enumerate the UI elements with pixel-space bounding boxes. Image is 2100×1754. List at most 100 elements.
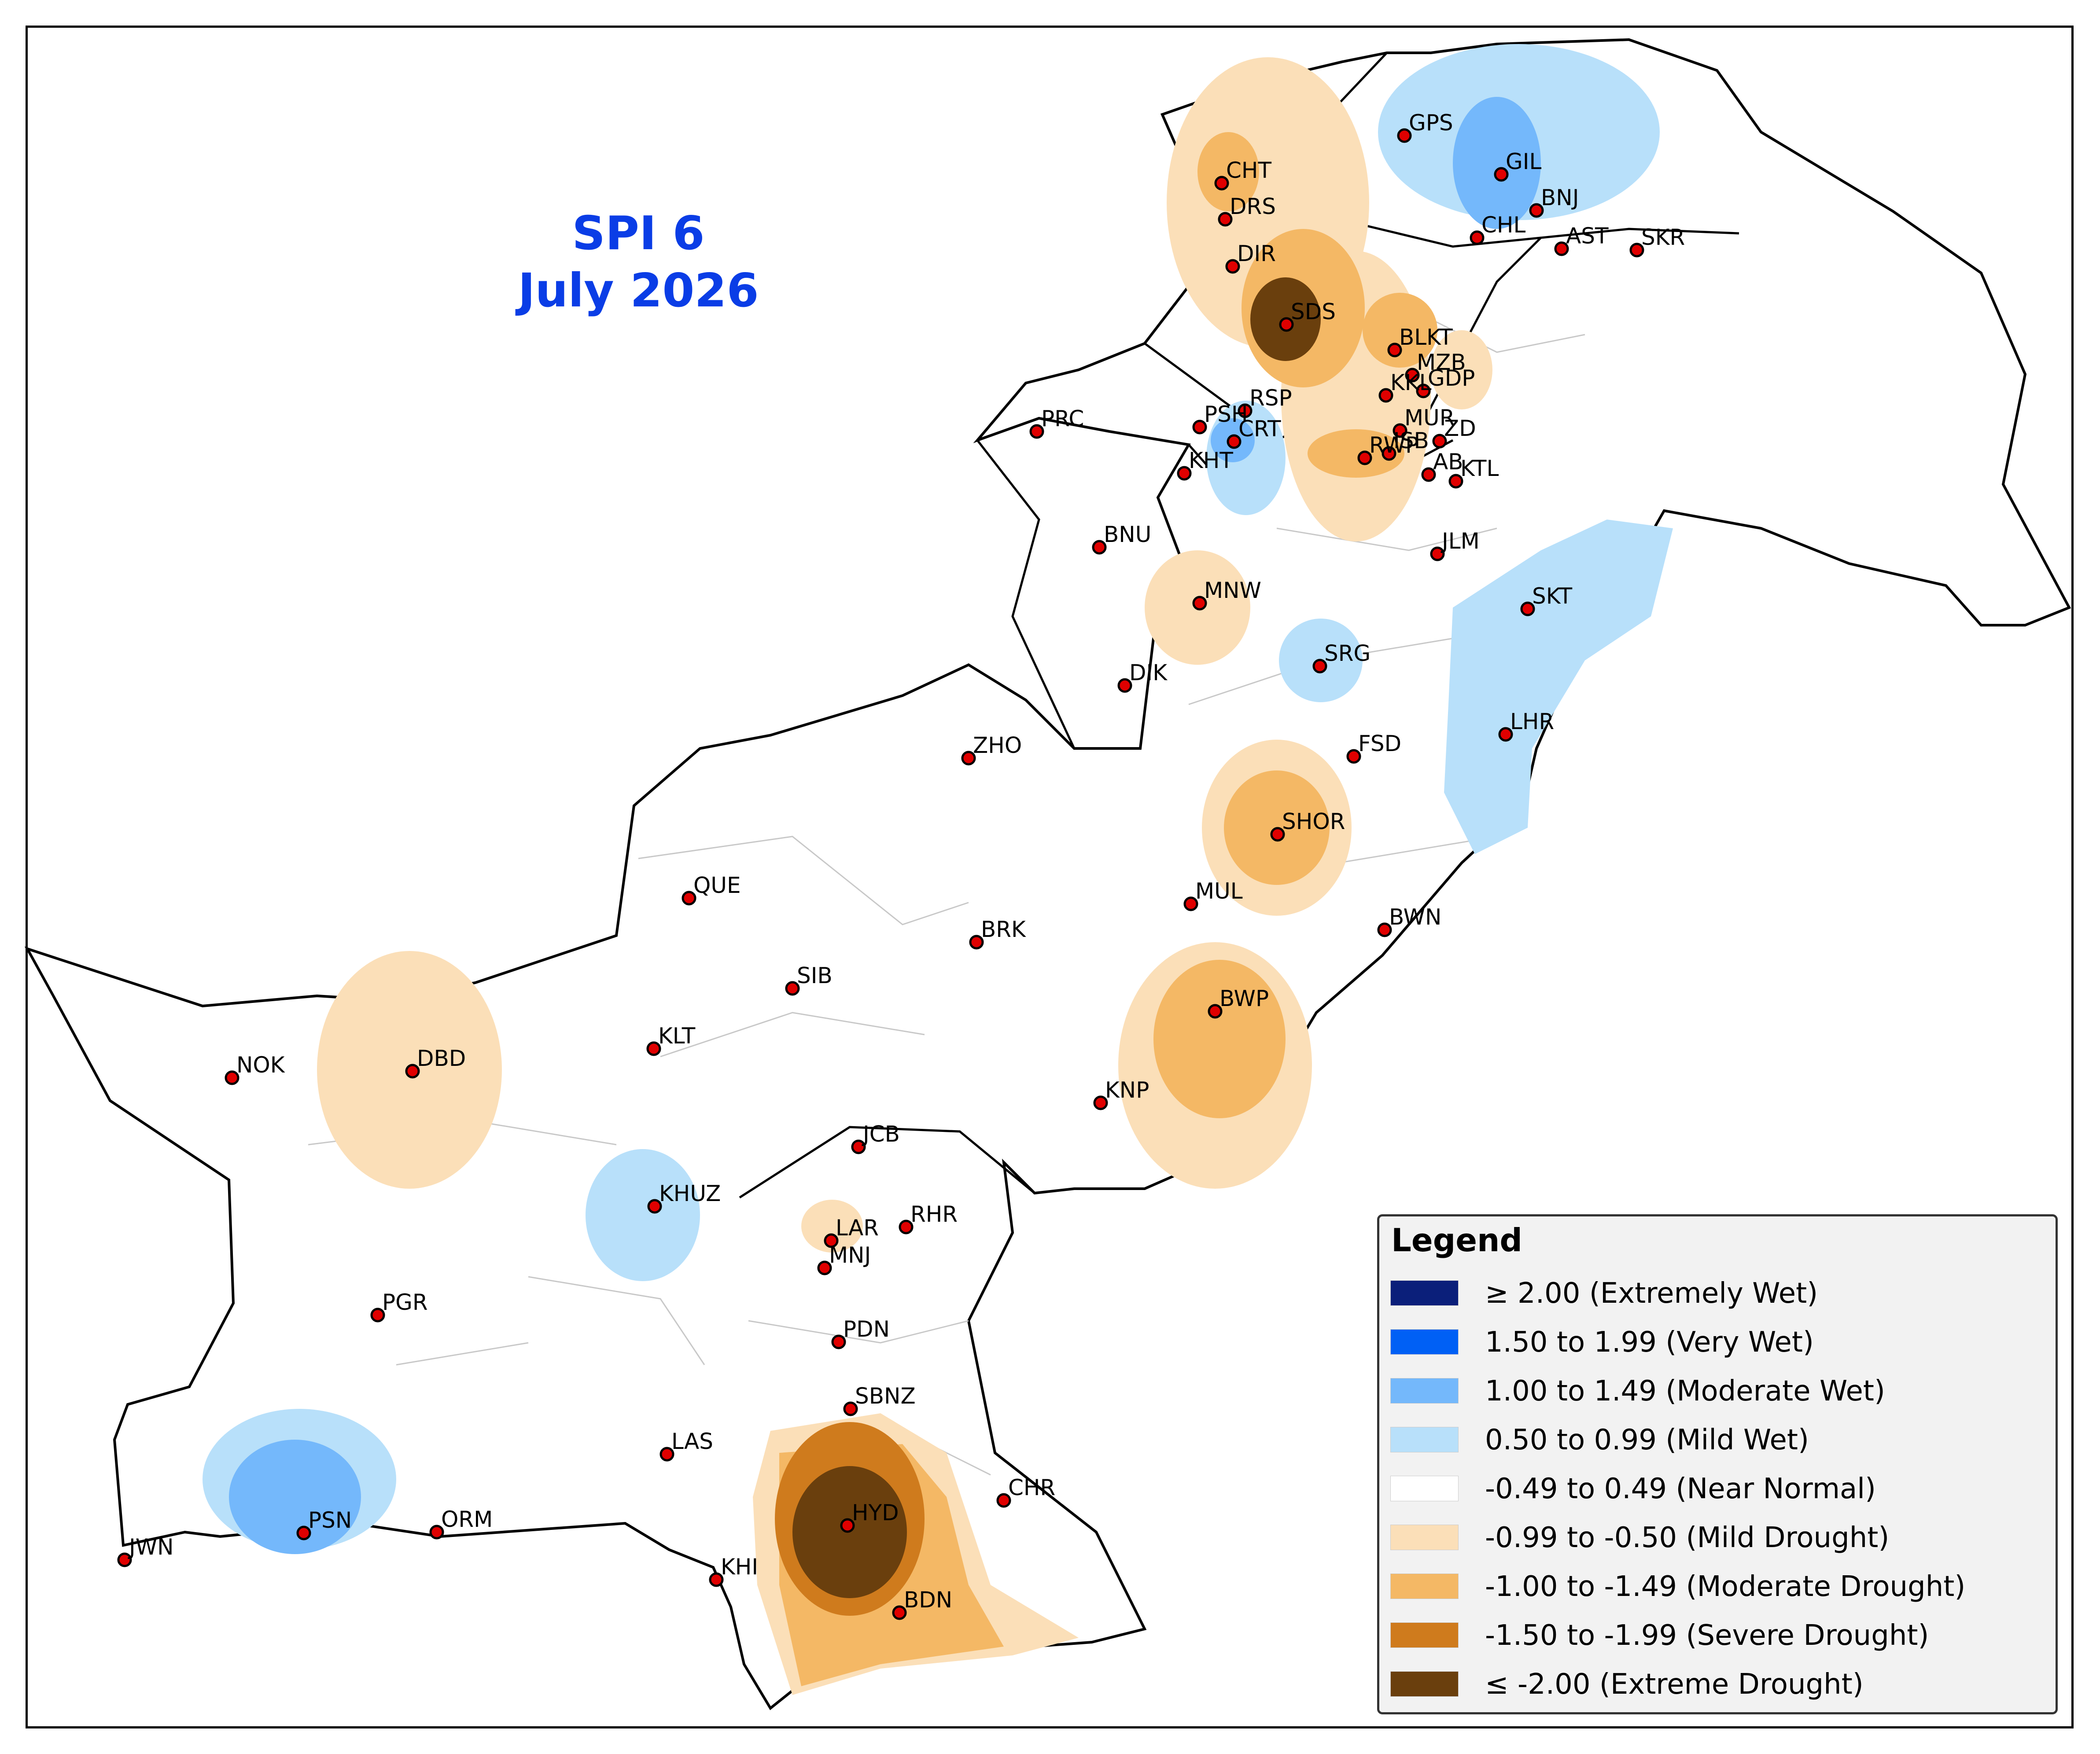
station-marker bbox=[1117, 678, 1132, 693]
station-orm: ORM bbox=[429, 1507, 493, 1540]
station-label: JLM bbox=[1441, 528, 1480, 554]
legend-item: ≥ 2.00 (Extremely Wet) bbox=[1390, 1276, 2051, 1311]
station-dik: DIK bbox=[1117, 660, 1168, 693]
zone-moderate-wet bbox=[1453, 97, 1541, 229]
station-gil: GIL bbox=[1494, 149, 1541, 182]
legend-title: Legend bbox=[1391, 1222, 1522, 1259]
station-khi: KHI bbox=[709, 1554, 758, 1587]
zone-mild-drought bbox=[1431, 330, 1492, 409]
station-marker bbox=[370, 1308, 385, 1323]
station-label: PSN bbox=[308, 1507, 352, 1533]
legend-label: 0.50 to 0.99 (Mild Wet) bbox=[1485, 1424, 1809, 1456]
station-marker bbox=[682, 891, 696, 906]
station-label: SIB bbox=[797, 963, 833, 988]
station-label: ISB bbox=[1393, 428, 1429, 453]
legend-item: -0.99 to -0.50 (Mild Drought) bbox=[1390, 1520, 2051, 1555]
legend-swatch bbox=[1390, 1476, 1459, 1501]
station-label: CHL bbox=[1481, 212, 1526, 238]
station-bnu: BNU bbox=[1092, 522, 1151, 555]
station-label: BWN bbox=[1389, 904, 1441, 930]
station-bwn: BWN bbox=[1377, 904, 1441, 937]
station-marker bbox=[1357, 450, 1372, 465]
station-label: DRS bbox=[1230, 194, 1276, 219]
station-cht: CHT bbox=[1214, 158, 1272, 191]
station-label: HYD bbox=[852, 1500, 899, 1526]
station-label: LAS bbox=[671, 1429, 713, 1454]
station-marker bbox=[1629, 243, 1644, 258]
station-drs: DRS bbox=[1218, 194, 1276, 227]
station-label: AB bbox=[1433, 449, 1463, 475]
station-label: SKT bbox=[1532, 583, 1573, 609]
zone-mild-wet bbox=[1444, 520, 1673, 854]
station-label: KTL bbox=[1460, 456, 1499, 481]
legend-label: ≤ -2.00 (Extreme Drought) bbox=[1485, 1668, 1864, 1701]
station-label: RWP bbox=[1369, 432, 1418, 458]
legend-item: 1.00 to 1.49 (Moderate Wet) bbox=[1390, 1374, 2051, 1409]
station-blkt: BLKT bbox=[1387, 324, 1453, 357]
station-marker bbox=[405, 1064, 420, 1079]
station-label: ZD bbox=[1444, 416, 1476, 441]
station-marker bbox=[1382, 446, 1396, 461]
station-label: DIK bbox=[1129, 660, 1168, 685]
zone-mild-drought bbox=[801, 1200, 863, 1253]
station-label: KHUZ bbox=[659, 1181, 721, 1206]
station-marker bbox=[647, 1199, 662, 1214]
zone-mild-wet bbox=[586, 1149, 700, 1281]
zone-moderate-drought bbox=[1197, 132, 1259, 211]
legend-swatch bbox=[1390, 1525, 1459, 1550]
station-ab: AB bbox=[1421, 449, 1463, 482]
station-fsd: FSD bbox=[1346, 731, 1401, 764]
station-skt: SKT bbox=[1520, 583, 1573, 616]
station-mul: MUL bbox=[1183, 878, 1243, 911]
legend-label: 1.50 to 1.99 (Very Wet) bbox=[1485, 1326, 1814, 1359]
station-sbnz: SBNZ bbox=[843, 1383, 916, 1416]
station-label: CHR bbox=[1008, 1475, 1055, 1500]
station-marker bbox=[961, 751, 976, 766]
legend-swatch bbox=[1390, 1378, 1459, 1404]
station-bwp: BWP bbox=[1208, 986, 1269, 1019]
station-marker bbox=[840, 1518, 855, 1533]
legend-label: -0.49 to 0.49 (Near Normal) bbox=[1485, 1473, 1876, 1505]
station-nok: NOK bbox=[225, 1052, 285, 1085]
station-marker bbox=[831, 1334, 846, 1349]
station-marker bbox=[1312, 659, 1327, 674]
station-kkl: KKL bbox=[1378, 370, 1432, 403]
station-knp: KNP bbox=[1093, 1077, 1149, 1110]
station-label: QUE bbox=[693, 873, 741, 898]
station-crt: CRT bbox=[1227, 416, 1281, 449]
station-marker bbox=[1498, 727, 1513, 742]
station-marker bbox=[1192, 420, 1207, 435]
map-title: SPI 6 bbox=[572, 206, 705, 260]
station-label: RSP bbox=[1249, 385, 1292, 411]
zone-moderate-drought bbox=[1153, 960, 1286, 1118]
station-rwp: RWP bbox=[1357, 432, 1418, 465]
station-marker bbox=[1405, 368, 1420, 383]
spi-zones bbox=[203, 44, 1673, 1695]
station-mnw: MNW bbox=[1192, 578, 1261, 611]
zone-moderate-drought bbox=[1308, 429, 1404, 478]
station-marker bbox=[785, 981, 800, 996]
station-marker bbox=[1346, 749, 1361, 764]
station-sds: SDS bbox=[1279, 299, 1336, 332]
legend-item: 0.50 to 0.99 (Mild Wet) bbox=[1390, 1422, 2051, 1458]
legend-swatch bbox=[1390, 1671, 1459, 1697]
station-sib: SIB bbox=[785, 963, 833, 996]
station-marker bbox=[1430, 546, 1445, 561]
station-marker bbox=[1279, 317, 1294, 332]
station-skr: SKR bbox=[1629, 225, 1685, 258]
station-label: KNP bbox=[1105, 1077, 1149, 1103]
station-label: KHI bbox=[721, 1554, 758, 1580]
station-label: SBNZ bbox=[855, 1383, 916, 1409]
station-chr: CHR bbox=[996, 1475, 1055, 1508]
station-marker bbox=[1397, 128, 1412, 143]
legend-label: -1.50 to -1.99 (Severe Drought) bbox=[1485, 1619, 1929, 1652]
station-label: KHT bbox=[1189, 448, 1233, 473]
station-kht: KHT bbox=[1177, 448, 1233, 481]
station-marker bbox=[1029, 424, 1044, 439]
station-marker bbox=[1416, 383, 1431, 398]
station-label: MUL bbox=[1195, 878, 1243, 904]
station-ast: AST bbox=[1554, 223, 1609, 256]
station-marker bbox=[1192, 596, 1207, 611]
station-label: RHR bbox=[910, 1201, 958, 1227]
station-gps: GPS bbox=[1397, 110, 1453, 143]
